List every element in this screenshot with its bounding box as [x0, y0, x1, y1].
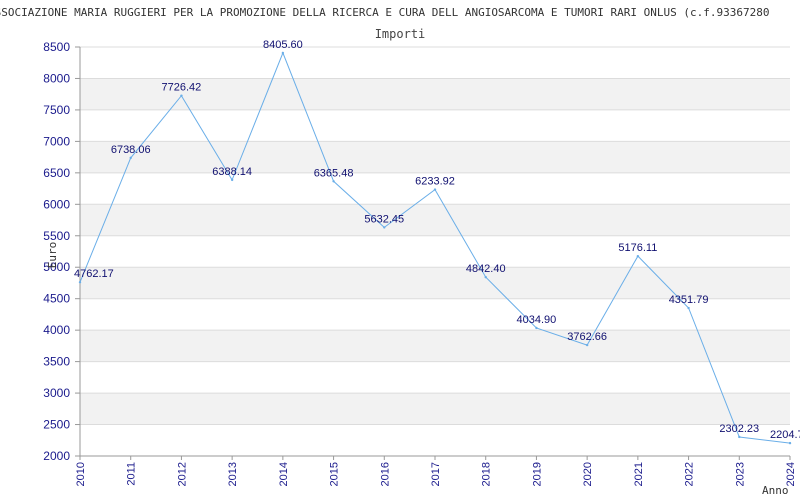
- x-tick-label: 2011: [126, 462, 138, 486]
- data-point: [78, 280, 82, 284]
- data-label: 5176.11: [618, 242, 657, 254]
- data-labels: 4762.17 6738.06 7726.42 6388.14 8405.60 6365.…: [74, 39, 800, 441]
- x-tick-label: 2014: [278, 462, 290, 486]
- data-label: 3762.66: [567, 331, 607, 343]
- data-label: 2302.23: [719, 423, 759, 435]
- data-point: [433, 188, 437, 191]
- data-point: [738, 435, 741, 439]
- y-tick-label: 3000: [43, 386, 70, 400]
- data-point: [687, 306, 690, 310]
- x-tick-label: 2013: [227, 462, 239, 486]
- y-tick-label: 2500: [43, 418, 70, 432]
- data-label: 6233.92: [415, 176, 455, 188]
- data-point: [585, 343, 589, 347]
- series-line: [79, 51, 791, 444]
- data-label: 4034.90: [517, 314, 557, 326]
- series-line-group: [78, 51, 792, 445]
- grid-band: [80, 267, 790, 299]
- x-tick-label: 2024: [785, 462, 797, 486]
- x-tick-label: 2023: [734, 462, 746, 486]
- y-tick-label: 6500: [43, 166, 70, 180]
- chart-title: ASSOCIAZIONE MARIA RUGGIERI PER LA PROMO…: [0, 6, 769, 19]
- data-point: [535, 326, 538, 330]
- chart-subtitle: Importi: [375, 27, 426, 41]
- data-label: 4842.40: [466, 263, 506, 275]
- grid-band: [80, 393, 790, 425]
- grid-band: [80, 141, 790, 173]
- grid-lines: [80, 46, 790, 457]
- y-tick-label: 6000: [43, 197, 70, 211]
- data-label: 6388.14: [212, 166, 252, 178]
- grid-bands: [80, 78, 790, 425]
- x-tick-label: 2021: [633, 462, 645, 486]
- x-tick-label: 2015: [329, 462, 341, 486]
- y-tick-label: 8000: [43, 71, 70, 85]
- data-point: [332, 180, 335, 183]
- data-point: [484, 275, 487, 279]
- x-tick-label: 2020: [582, 462, 594, 486]
- y-tick-label: 8500: [43, 40, 70, 54]
- x-tick-label: 2012: [176, 462, 188, 486]
- y-tick-label: 2000: [43, 449, 70, 463]
- grid-band: [80, 204, 790, 236]
- data-point: [129, 156, 132, 160]
- y-tick-label: 7500: [43, 103, 70, 117]
- data-label: 4762.17: [74, 268, 114, 280]
- data-label: 8405.60: [263, 39, 303, 51]
- x-tick-label: 2022: [684, 462, 696, 486]
- grid-band: [80, 78, 790, 110]
- y-tick-label: 4000: [43, 323, 70, 337]
- y-tick-label: 7000: [43, 134, 70, 148]
- y-axis-ticks: 2000 2500 3000 3500 4000 4500 5000 5500 6000 6500…: [43, 40, 80, 463]
- data-label: 7726.42: [162, 82, 202, 94]
- data-point: [383, 226, 386, 229]
- y-tick-label: 3500: [43, 355, 70, 369]
- x-tick-label: 2017: [430, 462, 442, 486]
- x-tick-label: 2016: [379, 462, 391, 486]
- data-label: 2204.7: [770, 429, 800, 441]
- data-label: 5632.45: [364, 213, 404, 225]
- y-axis-label: Euro: [46, 242, 59, 269]
- data-label: 6738.06: [111, 144, 151, 156]
- y-tick-label: 5000: [43, 260, 70, 274]
- x-axis-label: Anno: [762, 484, 789, 497]
- grid-band: [80, 330, 790, 362]
- x-tick-label: 2010: [75, 462, 87, 486]
- data-point: [180, 94, 183, 97]
- x-tick-label: 2018: [481, 462, 493, 486]
- data-label: 6365.48: [314, 167, 354, 179]
- y-tick-label: 5500: [43, 229, 70, 243]
- y-tick-label: 4500: [43, 292, 70, 306]
- x-axis-ticks: 2010 2011 2012 2013 2014 2015 2016 2017 2018 2019…: [75, 456, 797, 486]
- data-label: 4351.79: [669, 294, 709, 306]
- data-point: [788, 441, 792, 445]
- data-point: [636, 254, 640, 258]
- data-point: [230, 178, 234, 182]
- x-tick-label: 2019: [531, 462, 543, 486]
- data-point: [281, 51, 285, 55]
